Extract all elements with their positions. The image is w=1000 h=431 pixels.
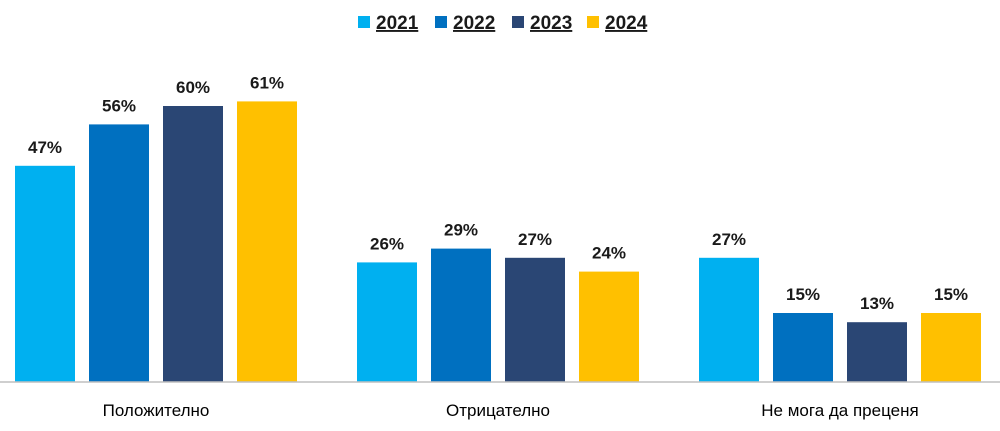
data-label-не-мога-да-преценя-2023: 13% [860,294,894,313]
bar-положително-2022 [89,124,149,383]
data-label-положително-2021: 47% [28,138,62,157]
data-labels-group: 47% 56% 60% 61% 26% 29% 27% 24% 27% 15% 13% 15% [28,73,968,313]
legend-swatch-2021 [358,16,370,28]
legend-label-2021: 2021 [376,13,419,34]
data-label-не-мога-да-преценя-2022: 15% [786,285,820,304]
data-label-положително-2023: 60% [176,78,210,97]
category-label-отрицателно: Отрицателно [446,401,550,420]
bar-не-мога-да-преценя-2023 [847,322,907,382]
bar-отрицателно-2024 [579,271,639,382]
bar-не-мога-да-преценя-2024 [921,313,981,382]
category-label-не-мога-да-преценя: Не мога да преценя [761,401,918,420]
bar-отрицателно-2023 [505,257,565,382]
category-label-положително: Положително [103,401,210,420]
legend-label-2022: 2022 [453,13,495,34]
data-label-отрицателно-2023: 27% [518,230,552,249]
bars-group [15,101,981,383]
bar-отрицателно-2021 [357,262,417,382]
data-label-отрицателно-2021: 26% [370,234,404,253]
category-labels-group: Положително Отрицателно Не мога да преценя [103,401,919,420]
legend-swatch-2024 [587,16,599,28]
bar-положително-2023 [163,106,223,382]
legend-label-2023: 2023 [530,13,572,34]
data-label-не-мога-да-преценя-2021: 27% [712,230,746,249]
legend-swatch-2022 [435,16,447,28]
bar-отрицателно-2022 [431,248,491,382]
bar-не-мога-да-преценя-2022 [773,313,833,382]
legend-swatch-2023 [512,16,524,28]
legend: 2021 2022 2023 2024 [358,13,648,34]
bar-не-мога-да-преценя-2021 [699,257,759,382]
data-label-не-мога-да-преценя-2024: 15% [934,285,968,304]
data-label-положително-2022: 56% [102,96,136,115]
data-label-положително-2024: 61% [250,73,284,92]
bar-положително-2021 [15,165,75,382]
data-label-отрицателно-2024: 24% [592,244,626,263]
legend-label-2024: 2024 [605,13,648,34]
bar-положително-2024 [237,101,297,383]
data-label-отрицателно-2022: 29% [444,221,478,240]
